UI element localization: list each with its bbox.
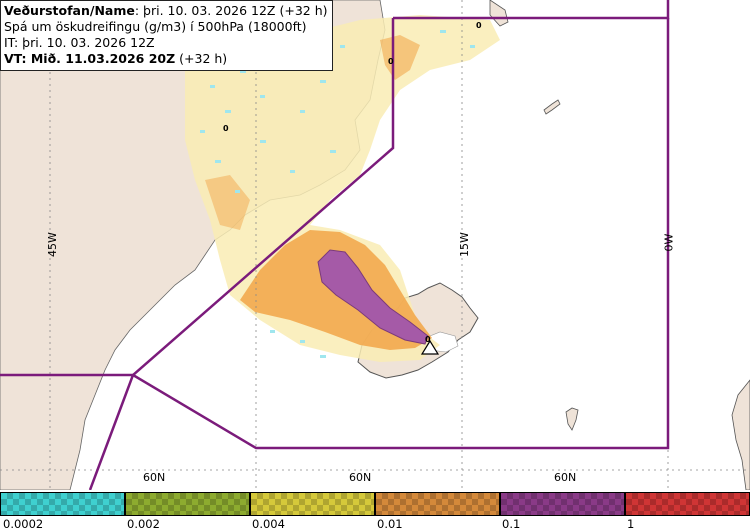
legend-label: 1 [627,517,635,531]
initial-time: IT: þri. 10. 03. 2026 12Z [4,35,155,50]
lon-label-45w: 45W [45,232,59,257]
ash-layer-trace [195,30,475,358]
forecast-title-line: Veðurstofan/Name: þri. 10. 03. 2026 12Z … [4,3,328,19]
legend-label: 0.0002 [3,517,44,531]
legend-swatch [250,492,375,516]
legend-label: 0.01 [377,517,403,531]
legend-swatch [500,492,625,516]
fir-boundary [0,0,670,490]
zero-marker: 0 [223,124,229,133]
forecast-source: Veðurstofan/Name [4,3,135,18]
legend-label: 0.1 [502,517,521,531]
valid-time-line: VT: Mið. 11.03.2026 20Z (+32 h) [4,51,328,67]
zero-marker: 0 [425,335,431,344]
lon-label-15w: 15W [457,232,471,257]
lon-label-0w: 0W [662,233,676,252]
legend-swatch [0,492,125,516]
legend-label: 0.004 [252,517,285,531]
color-scale-legend: 0.0002 0.002 0.004 0.01 0.1 1 [0,490,750,532]
jan-mayen-island [543,99,561,115]
zero-marker: 0 [476,21,482,30]
lat-label-60n: 60N [554,471,577,484]
legend-swatch [125,492,250,516]
ash-dispersion-map [0,0,750,490]
legend-label: 0.002 [127,517,160,531]
svalbard-tip [489,0,509,27]
forecast-run-time: : þri. 10. 03. 2026 12Z (+32 h) [134,3,328,18]
forecast-info-box: Veðurstofan/Name: þri. 10. 03. 2026 12Z … [0,0,333,71]
legend-swatch [625,492,750,516]
volcano-icon [420,339,440,355]
zero-marker: 0 [388,57,394,66]
valid-time-offset: (+32 h) [175,51,228,66]
ash-layer-high [317,249,429,345]
forecast-description: Spá um öskudreifingu (g/m3) í 500hPa (18… [4,19,307,34]
lat-label-60n: 60N [143,471,166,484]
norway-landmass [731,379,750,490]
lat-label-60n: 60N [349,471,372,484]
valid-time: VT: Mið. 11.03.2026 20Z [4,51,176,66]
legend-swatch [375,492,500,516]
faroe-islands [565,407,579,431]
